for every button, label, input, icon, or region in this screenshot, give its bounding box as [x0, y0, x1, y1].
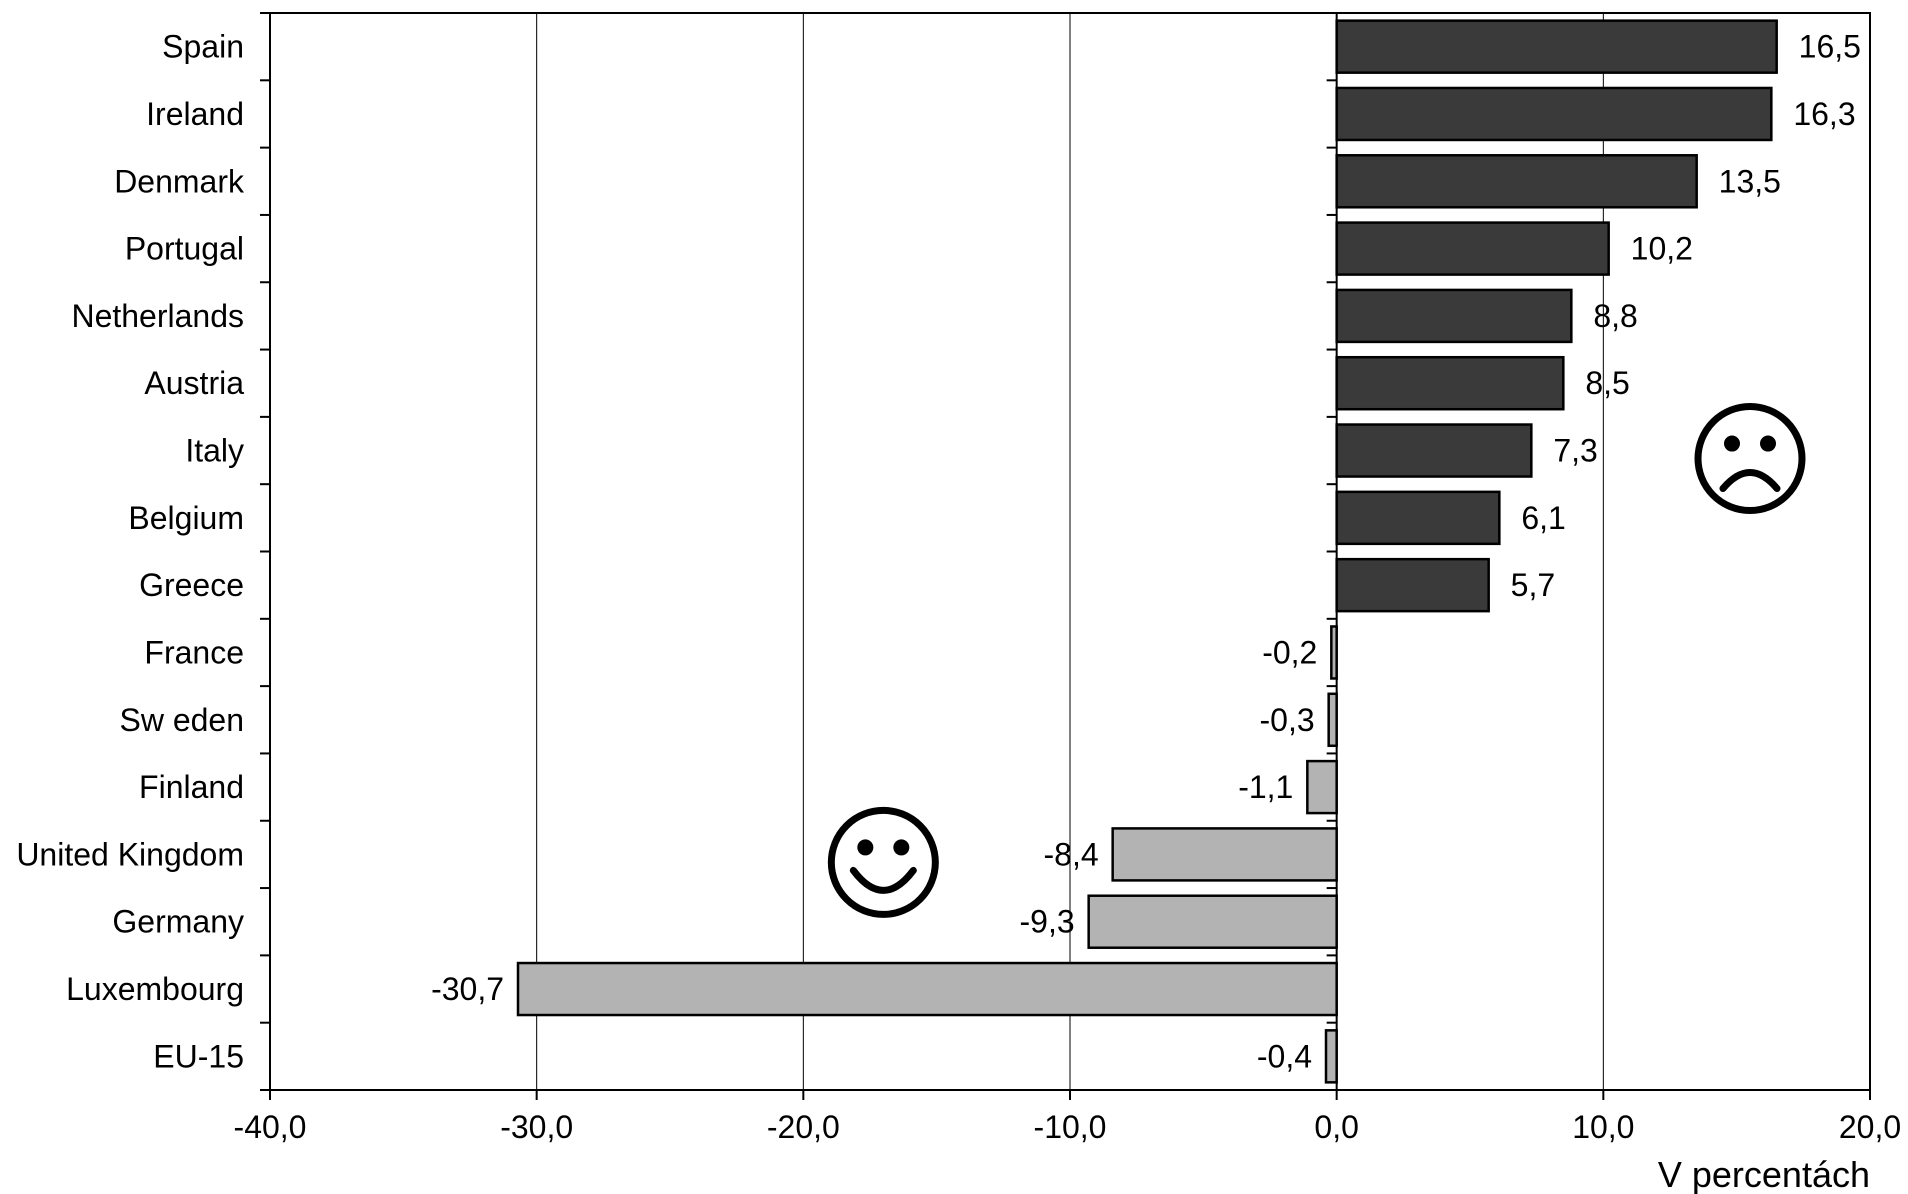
bar-10 [1327, 692, 1338, 748]
category-label-7: Belgium [128, 500, 244, 536]
bar-11 [1306, 759, 1338, 815]
value-label-14: -30,7 [431, 971, 504, 1007]
category-label-15: EU-15 [153, 1038, 244, 1074]
bar-4 [1335, 288, 1573, 344]
category-label-14: Luxembourg [66, 971, 244, 1007]
value-label-11: -1,1 [1238, 769, 1293, 805]
bar-0 [1335, 19, 1778, 74]
value-label-13: -9,3 [1020, 904, 1075, 940]
frowning-face-icon [1694, 403, 1806, 515]
value-label-3: 10,2 [1631, 231, 1693, 267]
bar-13 [1087, 894, 1338, 949]
value-label-12: -8,4 [1044, 836, 1099, 872]
category-label-6: Italy [185, 433, 244, 469]
value-label-4: 8,8 [1593, 298, 1637, 334]
x-tick-label-3: -10,0 [1034, 1109, 1107, 1145]
category-label-1: Ireland [146, 96, 244, 132]
x-tick-label-5: 10,0 [1572, 1109, 1634, 1145]
bar-6 [1335, 423, 1533, 478]
value-label-6: 7,3 [1553, 433, 1597, 469]
value-labels: 16,5 16,3 13,5 10,2 8,8 8,5 7,3 6,1 5,7 -0,2 -0,3 -… [431, 29, 1861, 1075]
bar-2 [1335, 154, 1698, 209]
category-label-3: Portugal [125, 231, 244, 267]
category-label-11: Finland [139, 769, 244, 805]
value-label-2: 13,5 [1719, 163, 1781, 199]
category-label-12: United Kingdom [16, 836, 244, 872]
value-label-0: 16,5 [1799, 29, 1861, 65]
bar-7 [1335, 490, 1501, 546]
bar-5 [1335, 355, 1565, 411]
category-label-0: Spain [162, 29, 244, 65]
category-label-4: Netherlands [71, 298, 244, 334]
x-tick-labels: -40,0 -30,0 -20,0 -10,0 0,0 10,0 20,0 [234, 1109, 1902, 1145]
x-tick-label-2: -20,0 [767, 1109, 840, 1145]
x-axis-title: V percentách [1658, 1154, 1870, 1194]
category-label-5: Austria [144, 365, 244, 401]
bar-14 [516, 961, 1338, 1017]
axes [260, 12, 1871, 1100]
category-label-10: Sw eden [119, 702, 244, 738]
bar-15 [1324, 1029, 1338, 1084]
smiling-face-icon [827, 806, 939, 918]
annotation-icons [827, 403, 1806, 918]
bars [516, 19, 1778, 1084]
category-label-8: Greece [139, 567, 244, 603]
x-tick-label-6: 20,0 [1839, 1109, 1901, 1145]
value-label-15: -0,4 [1257, 1038, 1312, 1074]
x-tick-label-1: -30,0 [500, 1109, 573, 1145]
category-label-9: France [144, 634, 244, 670]
value-label-8: 5,7 [1511, 567, 1555, 603]
bar-12 [1111, 827, 1338, 882]
value-label-9: -0,2 [1262, 634, 1317, 670]
bar-3 [1335, 221, 1610, 276]
value-label-1: 16,3 [1793, 96, 1855, 132]
value-label-5: 8,5 [1585, 365, 1629, 401]
bar-8 [1335, 557, 1490, 613]
category-label-13: Germany [112, 904, 244, 940]
value-label-7: 6,1 [1521, 500, 1565, 536]
x-tick-label-4: 0,0 [1314, 1109, 1358, 1145]
category-labels: Spain Ireland Denmark Portugal Netherlands Au… [16, 29, 245, 1075]
bar-1 [1335, 86, 1773, 142]
x-tick-label-0: -40,0 [234, 1109, 307, 1145]
category-label-2: Denmark [114, 163, 245, 199]
value-label-10: -0,3 [1260, 702, 1315, 738]
